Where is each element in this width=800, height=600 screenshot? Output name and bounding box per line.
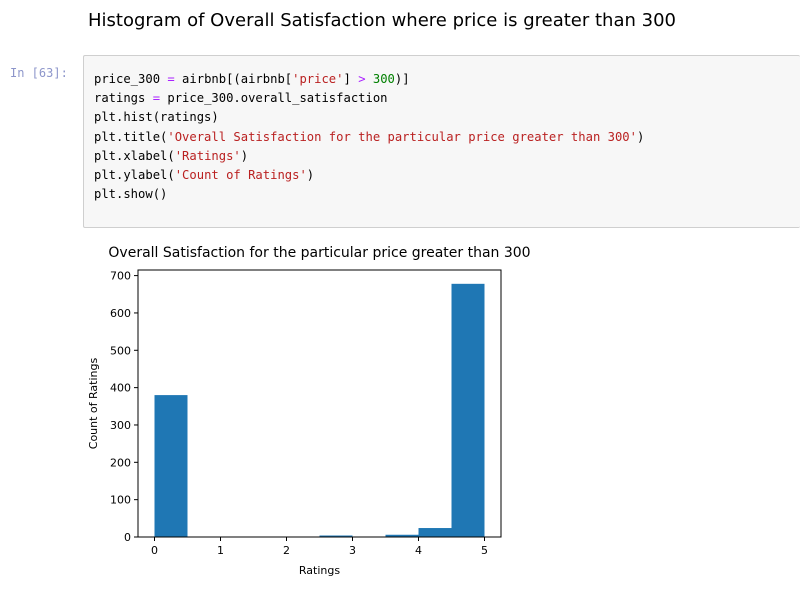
code-cell-input[interactable]: price_300 = airbnb[(airbnb['price'] > 30… xyxy=(83,55,800,228)
x-tick-label: 0 xyxy=(151,544,158,557)
code-line: ratings = price_300.overall_satisfaction xyxy=(94,89,388,107)
code-line: plt.xlabel('Ratings') xyxy=(94,147,248,165)
histogram-bar xyxy=(385,534,419,537)
code-line: price_300 = airbnb[(airbnb['price'] > 30… xyxy=(94,70,410,88)
code-token: price_300.overall_satisfaction xyxy=(160,91,388,106)
x-tick-label: 2 xyxy=(283,544,290,557)
code-token: ] xyxy=(343,72,359,86)
chart-title: Overall Satisfaction for the particular … xyxy=(108,245,530,261)
code-token: plt.hist(ratings) xyxy=(94,110,219,125)
code-token: ratings xyxy=(94,91,153,106)
code-token: 'Overall Satisfaction for the particular… xyxy=(167,129,637,144)
y-tick-label: 700 xyxy=(110,270,131,283)
code-token: ) xyxy=(306,168,315,182)
y-tick-label: 400 xyxy=(110,382,131,395)
code-token: plt.ylabel( xyxy=(94,168,175,182)
histogram-bar xyxy=(418,528,452,537)
chart-x-axis-label: Ratings xyxy=(299,564,340,577)
y-tick-label: 500 xyxy=(110,344,131,357)
code-token: ) xyxy=(636,129,645,144)
chart-y-axis-label: Count of Ratings xyxy=(87,358,100,450)
code-line: plt.hist(ratings) xyxy=(94,108,219,126)
y-tick-label: 600 xyxy=(110,307,131,320)
code-token xyxy=(366,72,373,86)
code-token: plt.title( xyxy=(94,129,168,144)
code-line: plt.title('Overall Satisfaction for the … xyxy=(94,128,644,146)
cell-prompt: In [63]: xyxy=(10,66,68,80)
y-tick-label: 0 xyxy=(124,531,131,544)
code-token: plt.show() xyxy=(94,187,168,202)
code-token: )] xyxy=(394,72,410,86)
y-tick-label: 200 xyxy=(110,456,131,469)
code-line: plt.ylabel('Count of Ratings') xyxy=(94,166,314,184)
code-token: > xyxy=(358,72,366,86)
histogram-chart: Overall Satisfaction for the particular … xyxy=(87,245,531,577)
y-axis-ticks: 0 100 200 300 400 500 600 700 xyxy=(110,270,138,544)
code-token: ) xyxy=(240,148,249,163)
code-token: 'Ratings' xyxy=(174,148,241,163)
x-tick-label: 3 xyxy=(349,544,356,557)
histogram-bars xyxy=(154,283,485,537)
code-token: = xyxy=(152,91,161,106)
y-tick-label: 100 xyxy=(110,494,131,507)
x-axis-ticks: 0 1 2 3 4 5 xyxy=(151,537,488,557)
x-tick-label: 4 xyxy=(415,544,422,557)
histogram-bar xyxy=(319,535,353,537)
x-tick-label: 5 xyxy=(481,544,488,557)
code-token: 'Count of Ratings' xyxy=(174,168,307,182)
code-token: 300 xyxy=(372,72,395,86)
histogram-bar xyxy=(154,395,188,537)
histogram-bar xyxy=(451,283,485,537)
code-token: = xyxy=(167,72,175,86)
code-line: plt.show() xyxy=(94,185,167,203)
markdown-heading: Histogram of Overall Satisfaction where … xyxy=(88,10,676,31)
code-token: price_300 xyxy=(94,72,168,86)
cell-output-area: Overall Satisfaction for the particular … xyxy=(83,235,800,595)
code-token: airbnb[(airbnb[ xyxy=(174,72,293,86)
code-token: plt.xlabel( xyxy=(94,148,175,163)
x-tick-label: 1 xyxy=(217,544,224,557)
y-tick-label: 300 xyxy=(110,419,131,432)
axes-frame xyxy=(137,269,502,538)
code-token: 'price' xyxy=(292,72,344,86)
